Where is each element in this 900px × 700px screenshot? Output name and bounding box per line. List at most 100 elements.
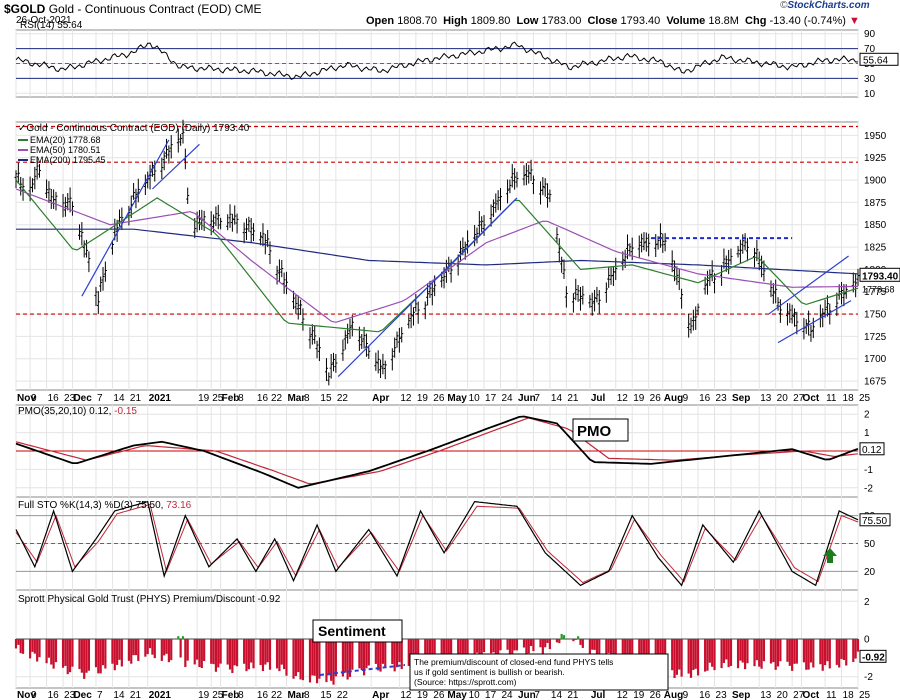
- premium-discount-bar: [828, 639, 831, 669]
- premium-discount-bar: [50, 639, 53, 665]
- premium-discount-bar: [362, 639, 366, 676]
- premium-discount-bar: [346, 639, 349, 680]
- premium-discount-bar: [219, 639, 222, 664]
- x-tick-label-upper: 21: [567, 393, 579, 404]
- premium-discount-bar: [308, 639, 312, 683]
- premium-discount-bar: [259, 639, 262, 666]
- sto-d-line: [15, 503, 859, 584]
- premium-discount-bar: [473, 639, 476, 659]
- x-tick-label-upper: 23: [64, 393, 76, 404]
- premium-discount-bar: [746, 639, 749, 664]
- premium-discount-bar: [179, 639, 182, 658]
- sentiment-note-text: (Source: https://sprott.com): [414, 677, 517, 687]
- premium-discount-bar: [736, 639, 740, 669]
- premium-discount-bar: [398, 639, 401, 663]
- premium-discount-bar: [581, 639, 584, 648]
- price-y-tick-label: 1850: [864, 220, 887, 231]
- premium-discount-bar: [577, 636, 580, 639]
- x-tick-label-upper: Mar: [287, 393, 305, 404]
- premium-discount-bar: [626, 639, 629, 667]
- premium-discount-bar: [196, 639, 199, 660]
- price-y-tick-label: 1875: [864, 198, 887, 209]
- price-y-tick-label: 1900: [864, 176, 887, 187]
- premium-discount-bar: [61, 639, 65, 668]
- x-tick-label-upper: Jun: [518, 393, 536, 404]
- close-value-tag: [859, 267, 900, 282]
- premium-discount-bar: [638, 639, 641, 664]
- premium-discount-bar: [706, 639, 709, 671]
- premium-discount-bar: [809, 639, 813, 663]
- premium-discount-bar: [400, 639, 403, 670]
- x-tick-label-upper: Apr: [372, 393, 389, 404]
- x-tick-label-upper: 19: [198, 393, 210, 404]
- premium-discount-bar: [85, 639, 88, 673]
- stockcharts-logo: ©StockCharts.com: [780, 0, 870, 11]
- premium-discount-bar: [522, 639, 526, 648]
- premium-discount-bar: [280, 639, 283, 665]
- premium-discount-bar: [591, 639, 594, 650]
- x-tick-label-lower: 2021: [149, 690, 172, 700]
- premium-discount-bar: [621, 639, 624, 662]
- x-tick-label-upper: 19: [417, 393, 429, 404]
- premium-discount-bar: [673, 639, 676, 679]
- premium-discount-bar: [101, 639, 105, 666]
- x-tick-label-upper: May: [447, 393, 467, 404]
- x-tick-label-lower: 22: [337, 690, 349, 700]
- premium-discount-bar: [377, 639, 380, 671]
- sto-panel-label: Full STO %K(14,3) %D(3) 75.50, 73.16: [18, 500, 192, 511]
- premium-discount-bar: [544, 639, 547, 648]
- premium-discount-bar: [645, 639, 648, 668]
- symbol: $GOLD: [4, 2, 46, 16]
- premium-discount-bar: [450, 639, 453, 663]
- channel-upper-line: [768, 255, 849, 315]
- premium-discount-bar: [772, 639, 775, 663]
- premium-discount-bar: [153, 639, 156, 659]
- x-tick-label-lower: May: [447, 690, 467, 700]
- premium-discount-bar: [628, 639, 631, 667]
- x-tick-label-upper: 26: [433, 393, 445, 404]
- premium-discount-bar: [845, 639, 848, 666]
- premium-discount-bar: [71, 639, 74, 667]
- rsi-value-text: 55.64: [863, 55, 888, 66]
- premium-discount-bar: [203, 639, 206, 661]
- premium-discount-bar: [791, 639, 794, 671]
- premium-discount-bar: [819, 639, 822, 665]
- open-value: 1808.70: [397, 15, 437, 27]
- x-tick-label-upper: 11: [826, 393, 837, 404]
- premium-discount-bar: [226, 639, 229, 665]
- premium-discount-bar: [78, 639, 81, 670]
- premium-discount-bar: [802, 639, 806, 663]
- premium-discount-bar: [327, 639, 330, 676]
- sentiment-note-text: The premium/discount of closed-end fund …: [414, 657, 613, 667]
- premium-discount-bar: [762, 639, 766, 662]
- premium-discount-bar: [330, 639, 333, 681]
- premium-discount-bar: [852, 639, 855, 662]
- premium-discount-bar: [722, 639, 726, 663]
- premium-discount-bar: [29, 639, 32, 659]
- premium-discount-bar: [598, 639, 601, 655]
- x-tick-label-lower: 27: [793, 690, 805, 700]
- premium-discount-bar: [532, 639, 535, 652]
- premium-discount-bar: [292, 639, 295, 679]
- price-y-tick-label: 1825: [864, 243, 887, 254]
- premium-discount-bar: [753, 639, 756, 667]
- premium-discount-bar: [692, 639, 695, 671]
- premium-discount-bar: [489, 639, 493, 654]
- premium-discount-bar: [313, 639, 316, 676]
- premium-discount-bar: [252, 639, 255, 669]
- premium-discount-bar: [344, 639, 347, 673]
- x-tick-label-lower: Mar: [287, 690, 305, 700]
- x-tick-label-lower: Sep: [732, 690, 750, 700]
- premium-discount-bar: [539, 639, 542, 648]
- premium-discount-bar: [433, 639, 436, 668]
- premium-discount-bar: [186, 639, 189, 661]
- premium-discount-bar: [631, 639, 634, 661]
- change-down-arrow-icon: ▼: [849, 15, 860, 27]
- x-tick-label-lower: Aug: [664, 690, 683, 700]
- premium-discount-bar: [558, 639, 561, 644]
- ohlc-summary: Open 1808.70 High 1809.80 Low 1783.00 Cl…: [366, 15, 860, 27]
- premium-discount-bar: [694, 639, 697, 669]
- premium-discount-bar: [464, 639, 467, 665]
- x-tick-label-lower: Jun: [518, 690, 536, 700]
- x-tick-label-lower: 26: [650, 690, 662, 700]
